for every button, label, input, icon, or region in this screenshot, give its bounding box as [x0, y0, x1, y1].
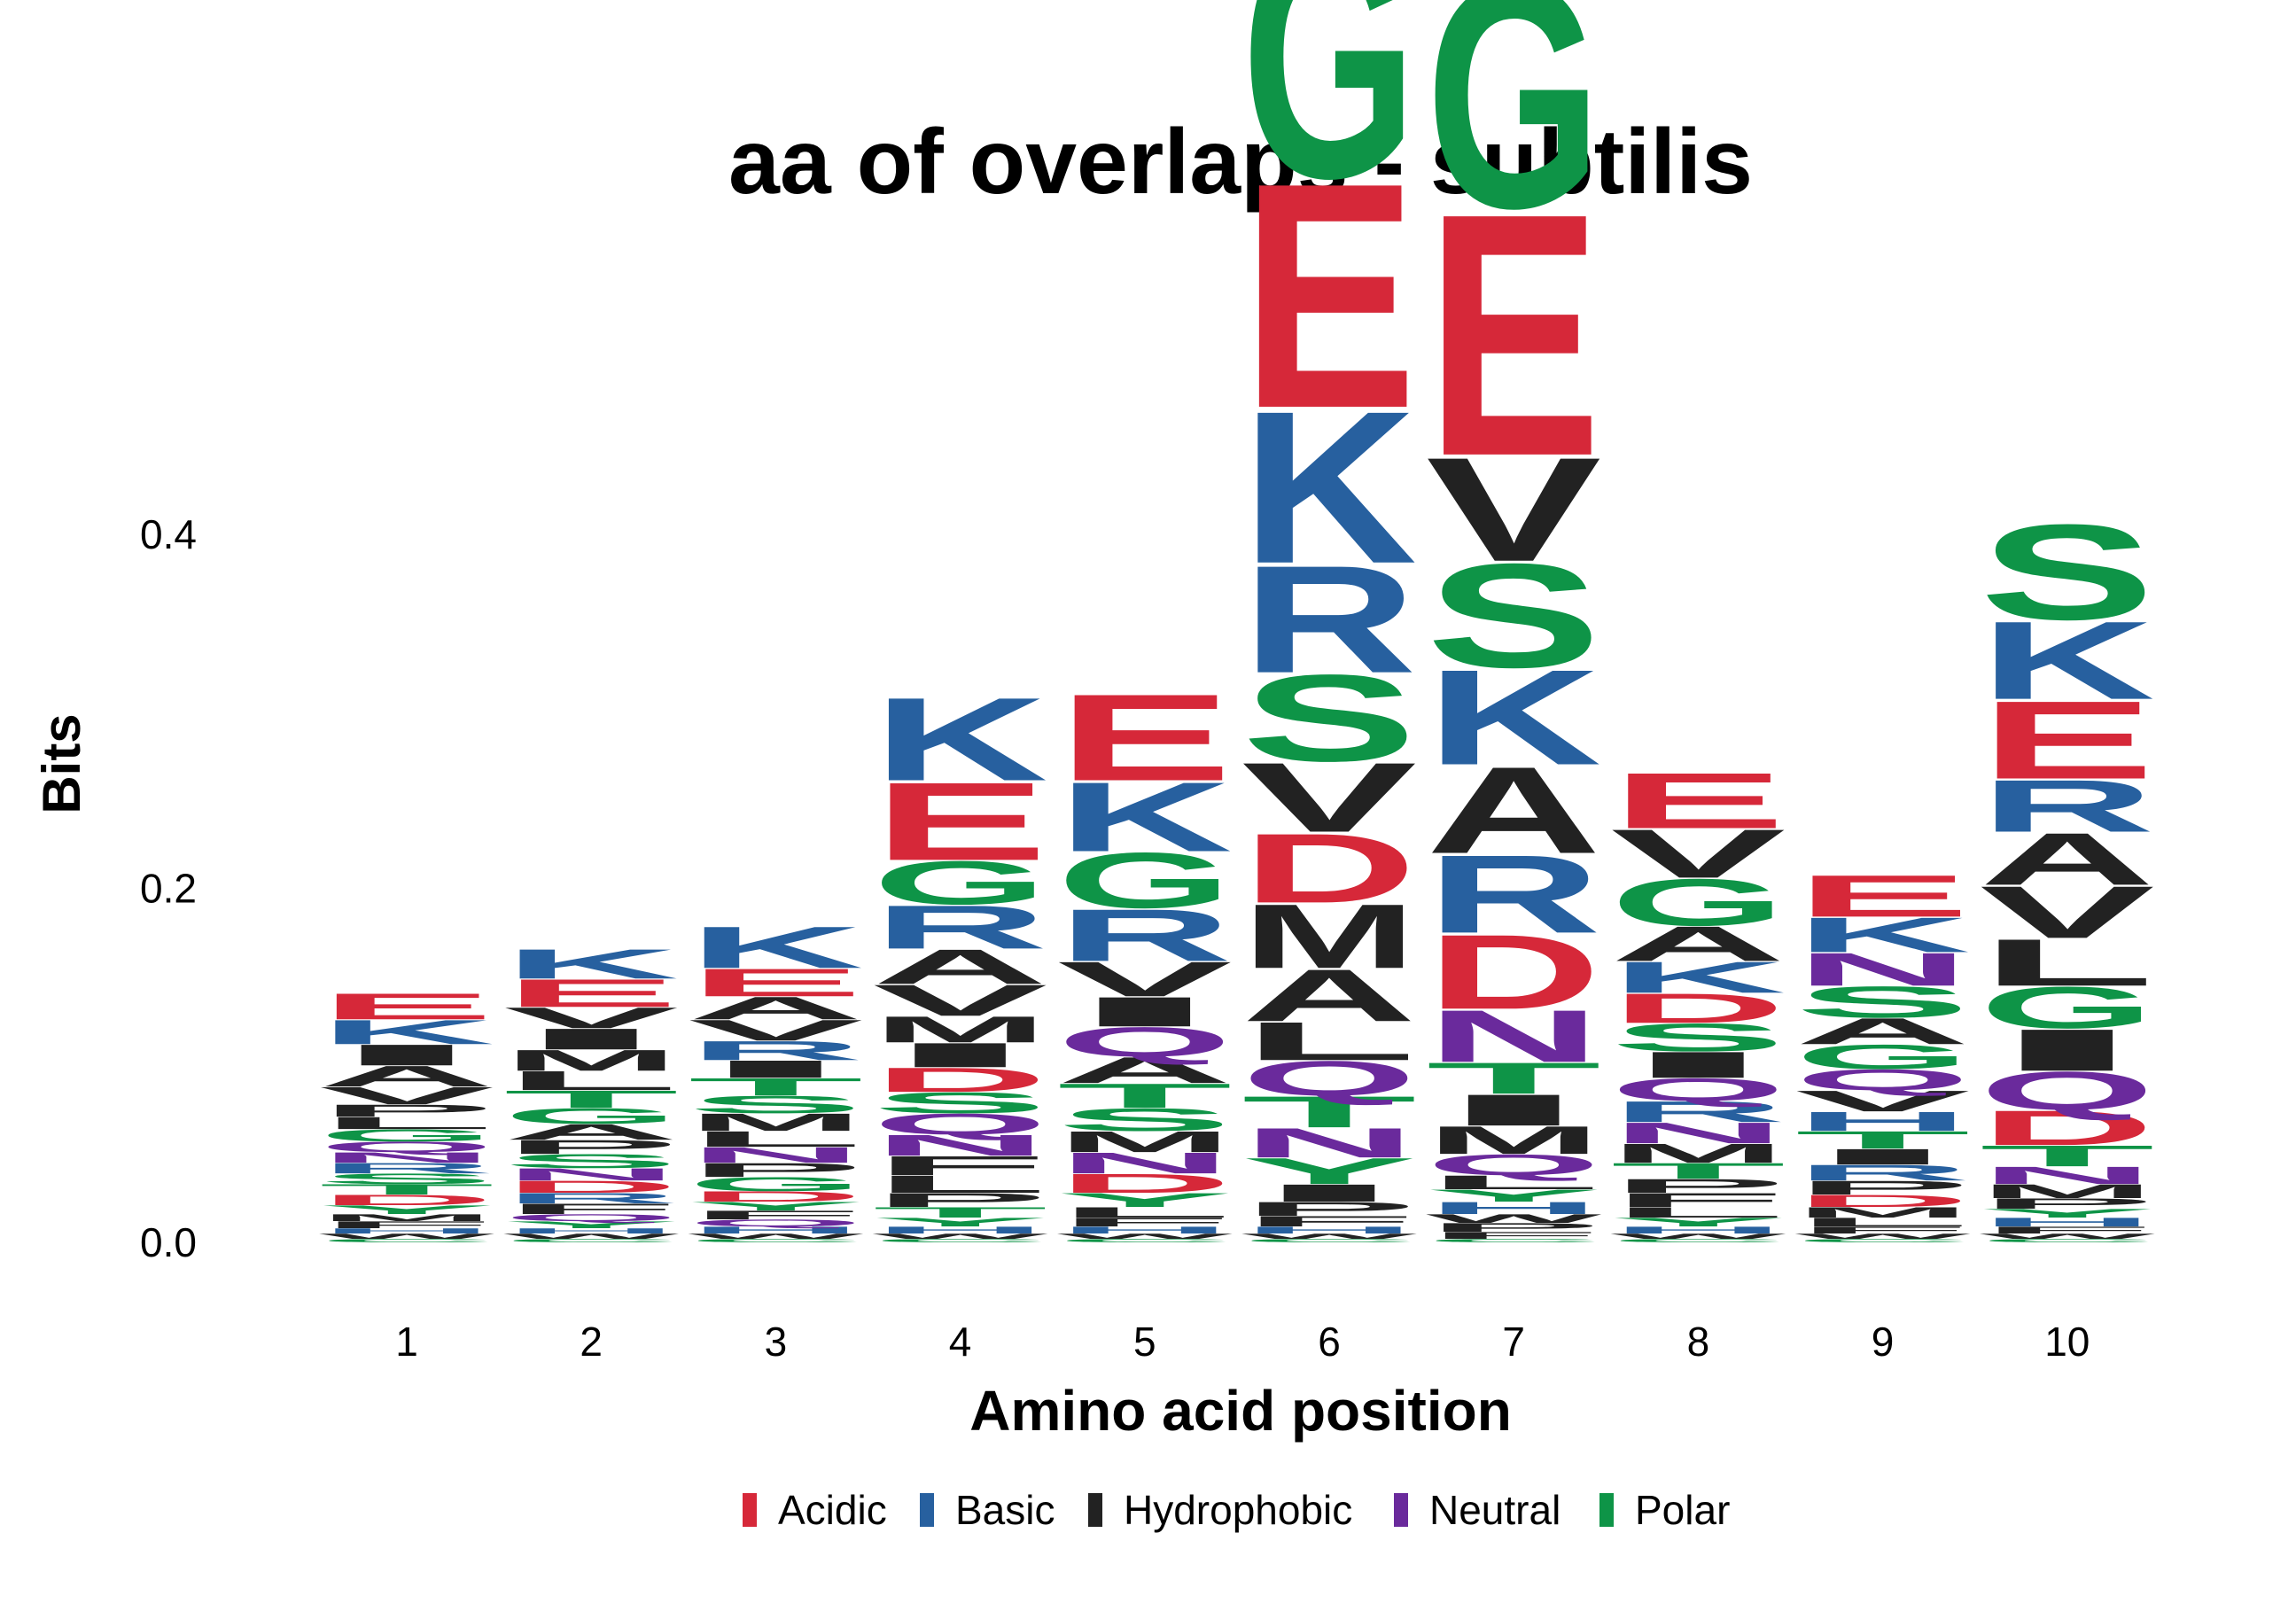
logo-letter-E: E	[1057, 669, 1233, 807]
logo-letter-K: K	[688, 914, 863, 981]
logo-letter-K: K	[873, 673, 1048, 805]
legend-label-acidic: Acidic	[778, 1487, 887, 1533]
y-tick-label: 0.4	[140, 511, 197, 557]
logo-letter-S: S	[1980, 496, 2155, 648]
x-tick-label: 5	[1133, 1319, 1156, 1365]
x-axis-ticks: 1 2 3 4 5 6 7 8 9 10	[395, 1319, 2090, 1365]
x-tick-label: 8	[1687, 1319, 1710, 1365]
x-tick-label: 4	[949, 1319, 972, 1365]
legend-label-basic: Basic	[955, 1487, 1055, 1533]
legend-label-neutral: Neutral	[1429, 1487, 1561, 1533]
legend-swatch-hydrophobic	[1088, 1493, 1102, 1527]
x-tick-label: 10	[2044, 1319, 2090, 1365]
legend-label-hydrophobic: Hydrophobic	[1124, 1487, 1352, 1533]
legend-label-polar: Polar	[1635, 1487, 1730, 1533]
x-tick-label: 9	[1872, 1319, 1895, 1365]
y-tick-label: 0.0	[140, 1219, 197, 1265]
x-tick-label: 3	[765, 1319, 788, 1365]
logo-column-6: CWHFPIYNTQLAMDVSRKEG	[1241, 0, 1417, 1243]
legend-swatch-basic	[920, 1493, 934, 1527]
logo-column-8: CWHYLFPTMNRQISDKAGVE	[1610, 757, 1786, 1243]
legend-swatch-acidic	[743, 1493, 757, 1527]
y-tick-label: 0.2	[140, 865, 197, 911]
logo-letter-K: K	[503, 940, 679, 987]
legend: Acidic Basic Hydrophobic Neutral Polar	[743, 1487, 1730, 1533]
logo-column-1: CWHFMYDTSRNQGLPVAIKE	[319, 985, 494, 1243]
x-axis-label: Amino acid position	[969, 1379, 1512, 1443]
logo-column-9: CWFLMDPRITHVQGASNKE	[1795, 863, 1971, 1244]
logo-letter-G: G	[1426, 0, 1601, 276]
logo-letter-G: G	[1241, 0, 1417, 250]
legend-swatch-neutral	[1394, 1493, 1408, 1527]
x-tick-label: 2	[580, 1319, 603, 1365]
logo-column-7: CFPWHYLQMITNDRAKSVEG	[1426, 0, 1602, 1243]
legend-swatch-polar	[1599, 1493, 1614, 1527]
logo-letter-E: E	[319, 985, 494, 1027]
y-axis-ticks: 0.0 0.2 0.4	[140, 511, 197, 1265]
x-tick-label: 7	[1502, 1319, 1525, 1365]
y-axis-label: Bits	[32, 713, 91, 813]
logo-letter-E: E	[1610, 757, 1786, 844]
x-tick-label: 6	[1318, 1319, 1341, 1365]
logo-letter-E: E	[1795, 863, 1971, 930]
logo-column-4: CWHYTPLFNQSDIMVARGEK	[873, 673, 1048, 1243]
logo-column-2: CWHYQFRDNSPAGTLMIVEK	[503, 940, 679, 1243]
x-tick-label: 1	[395, 1319, 418, 1365]
